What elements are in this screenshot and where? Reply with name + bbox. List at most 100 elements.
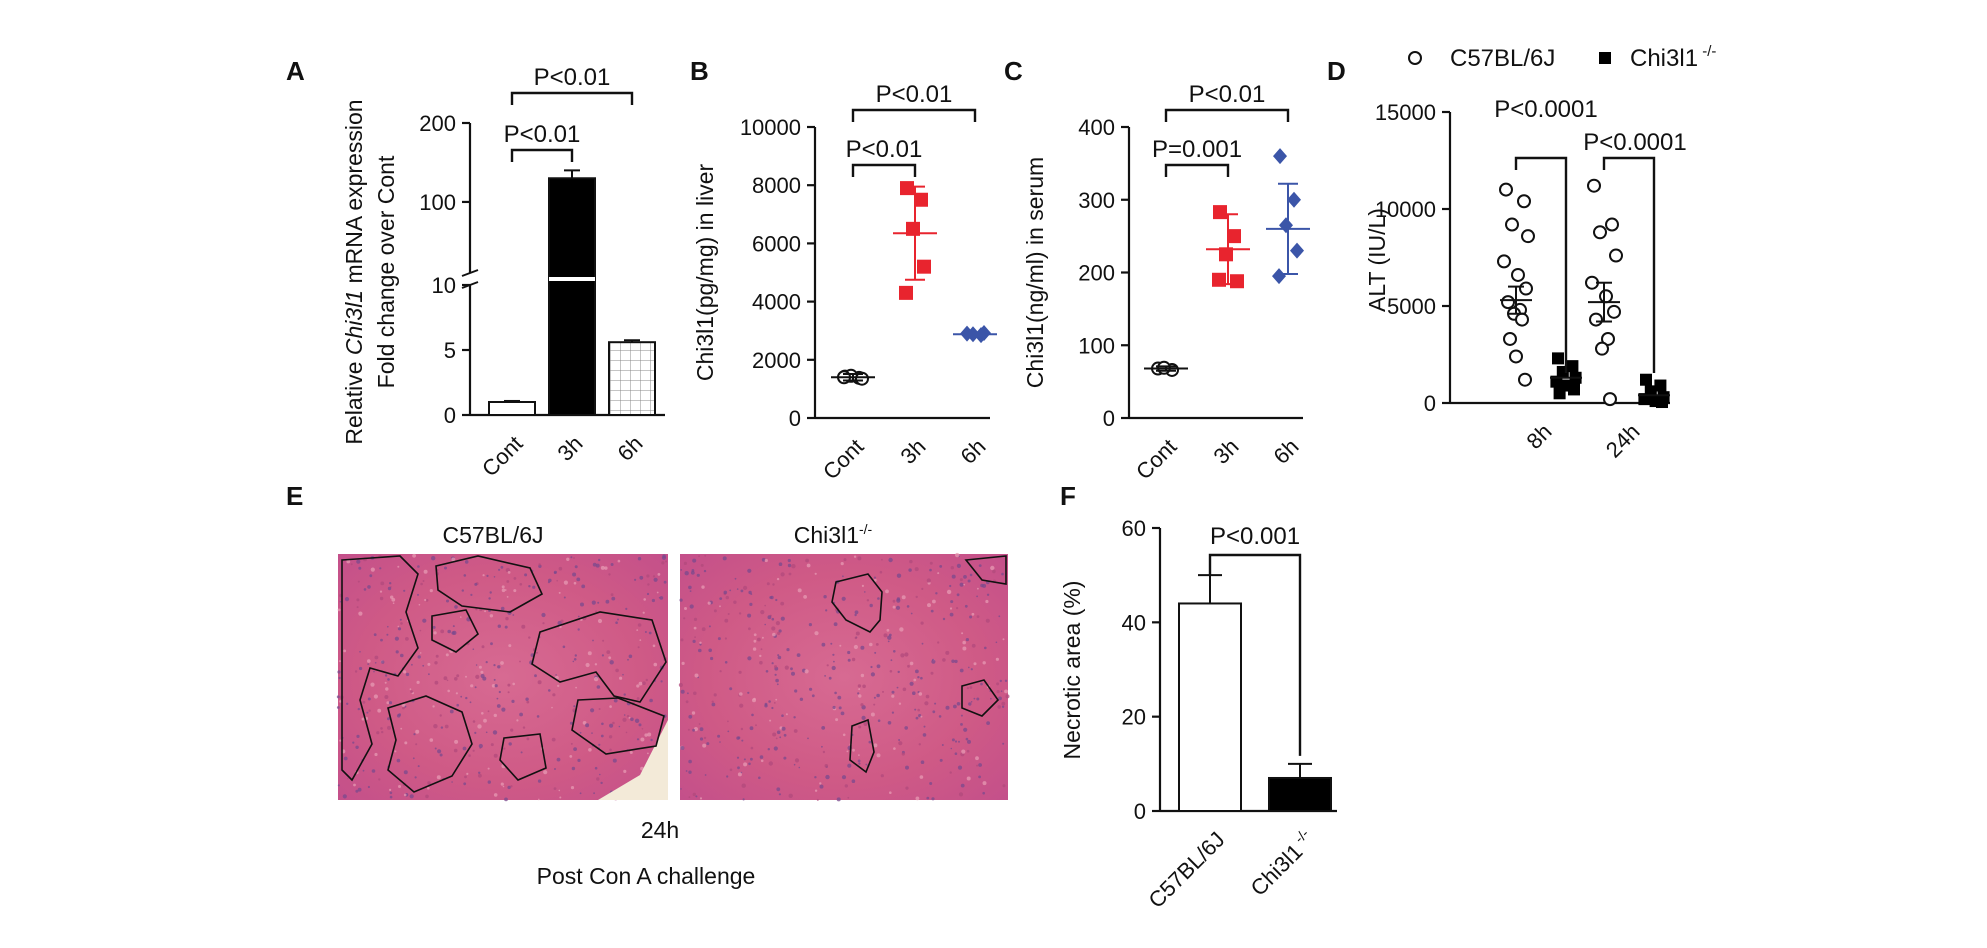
- tissue-texture: [956, 702, 961, 706]
- histology-title-left: C57BL/6J: [442, 522, 543, 548]
- tissue-texture: [759, 660, 763, 665]
- tissue-texture: [891, 711, 895, 714]
- tissue-texture: [866, 599, 870, 602]
- tissue-texture: [389, 582, 392, 585]
- tissue-texture: [775, 678, 779, 683]
- y-tick-label: 300: [1078, 188, 1115, 213]
- tissue-texture: [977, 587, 979, 590]
- tissue-texture: [560, 619, 564, 623]
- tissue-texture: [895, 605, 901, 610]
- tissue-texture: [741, 783, 746, 788]
- tissue-texture: [1000, 690, 1003, 692]
- data-point-wt-8h: [1501, 295, 1515, 310]
- tissue-texture: [440, 726, 444, 729]
- tissue-texture: [508, 742, 512, 746]
- tissue-texture: [950, 566, 954, 570]
- tissue-texture: [929, 782, 933, 785]
- tissue-texture: [774, 665, 777, 669]
- tissue-texture: [597, 618, 603, 624]
- axis-break-mark-2: [461, 269, 479, 277]
- tissue-texture: [773, 702, 776, 704]
- tissue-texture: [510, 785, 513, 788]
- tissue-texture: [660, 680, 663, 683]
- tissue-texture: [481, 712, 484, 715]
- tissue-texture: [460, 616, 462, 618]
- tissue-texture: [623, 693, 626, 696]
- tissue-texture: [378, 778, 381, 781]
- tissue-texture: [932, 599, 936, 604]
- tissue-texture: [602, 639, 605, 642]
- tissue-texture: [978, 763, 982, 767]
- tissue-texture: [570, 556, 573, 559]
- tissue-texture: [384, 695, 389, 699]
- tissue-texture: [773, 746, 778, 751]
- tissue-texture: [692, 728, 695, 732]
- tissue-texture: [775, 698, 778, 701]
- tissue-texture: [860, 673, 865, 678]
- tissue-texture: [805, 558, 809, 563]
- tissue-texture: [465, 696, 468, 700]
- tissue-texture: [414, 776, 417, 779]
- tissue-texture: [776, 683, 779, 686]
- tissue-texture: [740, 589, 744, 593]
- tissue-texture: [504, 625, 508, 629]
- tissue-texture: [880, 774, 884, 778]
- tissue-texture: [874, 651, 877, 654]
- tissue-texture: [945, 705, 950, 710]
- tissue-texture: [623, 714, 626, 716]
- tissue-texture: [822, 750, 826, 754]
- tissue-texture: [949, 584, 952, 588]
- y-axis-label: ALT (IU/L): [1364, 208, 1390, 312]
- tissue-texture: [416, 680, 420, 685]
- tissue-texture: [579, 731, 582, 734]
- tissue-texture: [771, 617, 775, 621]
- tissue-texture: [930, 609, 934, 613]
- tissue-texture: [1002, 784, 1006, 788]
- tissue-texture: [475, 674, 480, 680]
- tissue-texture: [854, 613, 857, 617]
- tissue-texture: [919, 775, 924, 779]
- tissue-texture: [887, 640, 890, 643]
- tissue-texture: [781, 714, 784, 717]
- tissue-texture: [493, 753, 498, 758]
- tissue-texture: [424, 598, 427, 602]
- tissue-texture: [563, 580, 569, 585]
- tissue-texture: [976, 615, 980, 618]
- bar-3h: [548, 177, 596, 416]
- tissue-texture: [727, 730, 730, 733]
- tissue-texture: [798, 766, 801, 769]
- tissue-texture: [474, 731, 477, 735]
- tissue-texture: [415, 743, 418, 746]
- category-label-C57BL/6J: C57BL/6J: [1144, 827, 1230, 913]
- tissue-texture: [786, 648, 790, 652]
- tissue-texture: [493, 713, 497, 718]
- tissue-texture: [963, 727, 968, 732]
- tissue-texture: [646, 574, 650, 578]
- tissue-texture: [346, 559, 351, 564]
- tissue-texture: [803, 595, 807, 599]
- tissue-texture: [485, 661, 488, 664]
- tissue-texture: [775, 621, 781, 626]
- tissue-texture: [693, 617, 698, 622]
- tissue-texture: [385, 687, 389, 691]
- tissue-texture: [809, 687, 813, 691]
- tissue-texture: [396, 758, 401, 763]
- tissue-texture: [439, 753, 443, 757]
- panel-f-chart: 0 20 40 60 C57BL/6J Chi3l1 -/- P<0.001 Necrotic…: [1059, 516, 1337, 913]
- tissue-texture: [868, 740, 872, 744]
- tissue-texture: [816, 798, 819, 801]
- data-point-3h: [914, 192, 928, 207]
- tissue-texture: [960, 714, 963, 717]
- tissue-texture: [806, 563, 811, 568]
- tissue-texture: [478, 665, 482, 669]
- y-tick-label: 400: [1078, 115, 1115, 140]
- tissue-texture: [338, 660, 341, 663]
- tissue-texture: [693, 626, 697, 630]
- tissue-texture: [698, 648, 702, 653]
- tissue-texture: [776, 577, 780, 581]
- tissue-texture: [487, 780, 491, 784]
- tissue-texture: [685, 700, 689, 704]
- tissue-texture: [896, 597, 901, 601]
- tissue-texture: [734, 577, 737, 580]
- tissue-texture: [371, 769, 376, 773]
